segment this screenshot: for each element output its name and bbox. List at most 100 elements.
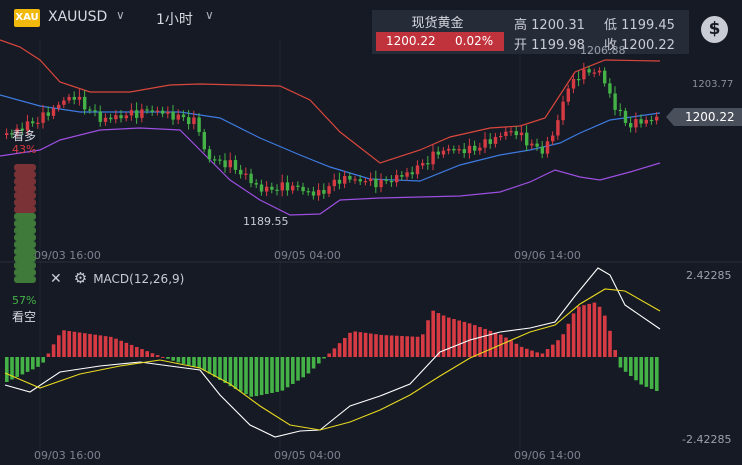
macd-bar xyxy=(592,302,597,357)
macd-x-label-1: 09/03 16:00 xyxy=(34,449,101,462)
candle-body xyxy=(317,189,321,196)
candle-body xyxy=(603,70,607,84)
macd-bar xyxy=(457,320,461,357)
candle-body xyxy=(233,160,238,170)
candle-body xyxy=(57,104,61,109)
candle-body xyxy=(72,96,76,100)
chevron-down-icon[interactable]: ∨ xyxy=(205,8,214,22)
macd-bar xyxy=(249,357,253,397)
candle-body xyxy=(519,132,524,136)
candle-body xyxy=(561,101,565,121)
chevron-down-icon[interactable]: ∨ xyxy=(116,8,125,22)
macd-bar xyxy=(145,351,149,357)
macd-bar xyxy=(135,347,139,357)
macd-bar xyxy=(62,330,66,357)
candle-body xyxy=(93,110,97,112)
candlesticks xyxy=(5,62,659,201)
sentiment-bar xyxy=(14,276,36,283)
candle-body xyxy=(265,186,269,192)
candle-body xyxy=(587,69,591,73)
candle-body xyxy=(337,179,342,184)
candle-body xyxy=(254,183,258,185)
signal-line xyxy=(4,288,661,431)
macd-bar xyxy=(41,357,45,363)
close-icon[interactable]: ✕ xyxy=(50,271,62,287)
sentiment-bar xyxy=(14,178,36,185)
candle-body xyxy=(493,137,498,144)
macd-bar xyxy=(337,343,342,357)
macd-bar xyxy=(462,321,467,357)
high-marker: 1206.88 xyxy=(580,44,626,57)
candle-body xyxy=(103,117,108,122)
bear-label: 看空 xyxy=(12,310,37,324)
macd-bar xyxy=(545,349,550,357)
chart-grid xyxy=(0,40,742,460)
candle-body xyxy=(150,110,154,112)
macd-bar xyxy=(473,325,477,357)
quote-title: 现货黄金 xyxy=(411,16,464,31)
candle-body xyxy=(525,132,529,146)
macd-bar xyxy=(291,357,295,384)
macd-bar xyxy=(530,350,534,357)
macd-bar xyxy=(187,357,191,366)
macd-bar xyxy=(384,335,389,357)
macd-bar xyxy=(93,334,97,357)
macd-lines xyxy=(4,267,661,438)
candle-body xyxy=(353,179,357,181)
macd-bar xyxy=(15,357,19,377)
symbol-selector[interactable]: XAUUSD xyxy=(48,9,108,25)
sentiment-bar xyxy=(14,241,36,248)
candle-body xyxy=(275,189,279,191)
candle-body xyxy=(618,109,622,112)
macd-bar xyxy=(285,357,290,388)
macd-bar xyxy=(322,357,326,359)
close-value: 1200.22 xyxy=(621,38,675,53)
candle-body xyxy=(77,96,82,100)
sentiment-bar xyxy=(14,269,36,276)
macd-bar xyxy=(608,330,612,357)
candle-body xyxy=(613,93,617,110)
x-label-3: 09/06 14:00 xyxy=(514,249,581,262)
candle-body xyxy=(639,119,643,124)
candle-body xyxy=(280,182,284,191)
macd-bar xyxy=(639,357,643,385)
candle-body xyxy=(109,117,113,120)
bull-percent: 43% xyxy=(12,143,37,156)
candle-body xyxy=(509,131,513,133)
macd-bar xyxy=(31,357,35,370)
candle-body xyxy=(343,176,347,184)
dollar-icon[interactable]: $ xyxy=(701,16,728,43)
candle-body xyxy=(306,191,310,193)
macd-bar xyxy=(535,352,539,357)
macd-bar xyxy=(280,357,285,391)
macd-bar xyxy=(265,357,269,394)
quote-change: 0.02% xyxy=(455,34,494,48)
sentiment-bar xyxy=(14,262,36,269)
gear-icon[interactable]: ⚙ xyxy=(73,269,88,287)
macd-bar xyxy=(389,335,394,357)
candle-body xyxy=(530,143,534,146)
macd-bar xyxy=(228,357,233,387)
macd-bar xyxy=(613,350,617,357)
sentiment-bar xyxy=(14,248,36,255)
candle-body xyxy=(291,185,295,191)
macd-bar xyxy=(452,319,456,357)
macd-line xyxy=(4,267,661,438)
candle-body xyxy=(441,150,446,155)
macd-bar xyxy=(77,332,82,357)
macd-bar xyxy=(504,337,508,357)
macd-bar xyxy=(577,306,581,357)
candle-body xyxy=(467,145,472,154)
candle-body xyxy=(499,135,503,138)
sentiment-bar xyxy=(14,185,36,192)
candle-body xyxy=(129,110,134,116)
timeframe-selector[interactable]: 1小时 xyxy=(156,12,193,28)
macd-bar xyxy=(478,327,482,357)
sentiment-bar xyxy=(14,213,36,220)
candle-body xyxy=(223,160,227,168)
macd-bar xyxy=(441,315,446,357)
candle-body xyxy=(452,148,456,151)
candle-body xyxy=(249,173,253,184)
candle-body xyxy=(218,159,222,161)
